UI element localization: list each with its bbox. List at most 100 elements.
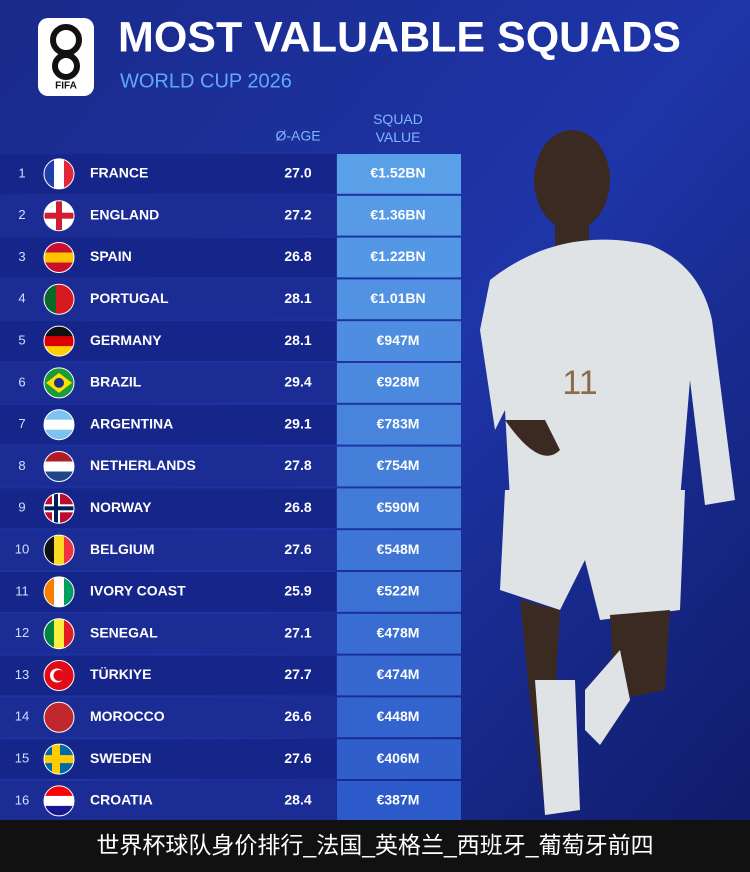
squad-value: €387M [377,792,420,808]
flag-art [44,326,74,357]
flag-part [44,284,56,315]
flag-art [44,200,74,231]
country: GERMANY [90,332,162,348]
squad-value: €947M [377,332,420,348]
rank: 2 [18,207,25,222]
flag-art [44,284,74,315]
squad-value: €406M [377,750,420,766]
squad-value: €928M [377,374,420,390]
country: TÜRKIYE [90,666,151,682]
age: 27.7 [284,666,311,682]
flag-part [44,506,74,511]
flag [43,283,75,315]
flag [43,451,75,482]
caption-bar [0,820,750,872]
squad-value: €1.01BN [370,290,425,306]
subtitle: WORLD CUP 2026 [120,70,292,92]
flag-part [44,252,74,263]
age: 27.6 [284,750,311,766]
flag-part [44,429,74,440]
value-cell [337,572,461,612]
svg-text:11: 11 [562,364,597,402]
value-cell [337,446,461,487]
squad-value: €783M [377,415,420,431]
country: SPAIN [90,248,132,264]
value-cell [337,154,461,194]
squad-value: €548M [377,541,420,557]
age: 28.1 [284,332,311,348]
flag-part [44,535,55,566]
flag-border [43,576,75,608]
flag-art [44,576,74,607]
age: 27.1 [284,624,311,640]
value-cell [337,781,461,821]
country: BRAZIL [90,374,142,390]
country: CROATIA [90,792,153,808]
logo-text: FIFA [55,81,77,92]
flag-part [54,377,64,388]
country: ARGENTINA [90,415,173,431]
age: 26.6 [284,708,311,724]
flag-part [44,785,74,797]
fifa-logo: FIFA [38,18,94,96]
value-cell [337,321,461,361]
age-header: Ø-AGE [275,128,320,144]
flag-part [44,326,74,337]
flag-part [44,158,55,189]
flag-art [44,242,74,273]
flag [43,618,75,650]
flag-border [43,492,75,524]
country: FRANCE [90,165,148,181]
flag-border [43,534,75,566]
flag-part [44,755,74,764]
value-cell [337,488,461,529]
flag-border [43,451,75,482]
rank: 11 [15,583,29,598]
country: NETHERLANDS [90,457,196,473]
value-cell [337,697,461,738]
rank: 12 [15,625,29,640]
flag-part [44,242,74,253]
flag-part [56,284,74,315]
value-cell [337,655,461,696]
country: ENGLAND [90,206,159,222]
flag [43,743,75,775]
country: SWEDEN [90,750,151,766]
flag-part [44,451,74,462]
flag-part [64,576,74,607]
country: IVORY COAST [90,583,186,599]
flag [43,534,75,566]
flag-art [44,493,74,524]
value-cell [337,404,461,445]
age: 29.4 [284,374,311,390]
value-cell [337,613,461,654]
flag-part [44,336,74,347]
rank: 1 [18,165,25,180]
value-cell [337,363,461,403]
flag-part [44,461,74,472]
flag [43,492,75,524]
flag [43,325,75,357]
squad-value: €1.36BN [370,206,425,222]
flag-part [44,805,74,816]
flag [43,158,75,190]
squad-value: €1.52BN [370,165,425,181]
flag-art [44,660,74,691]
flag [43,660,75,691]
flag-art [44,158,74,189]
flag-part [44,419,74,431]
squad-value: €590M [377,499,420,515]
flag-border [43,701,75,733]
value-cell [337,279,461,320]
value-cell [337,195,461,236]
value-header-box: SQUAD VALUE [373,111,423,145]
value-cell [337,530,461,570]
flag-part [44,795,74,807]
value-cell [337,739,461,779]
squad-value: €448M [377,708,420,724]
age: 27.8 [284,457,311,473]
flag-border [43,660,75,691]
flag [43,785,75,817]
